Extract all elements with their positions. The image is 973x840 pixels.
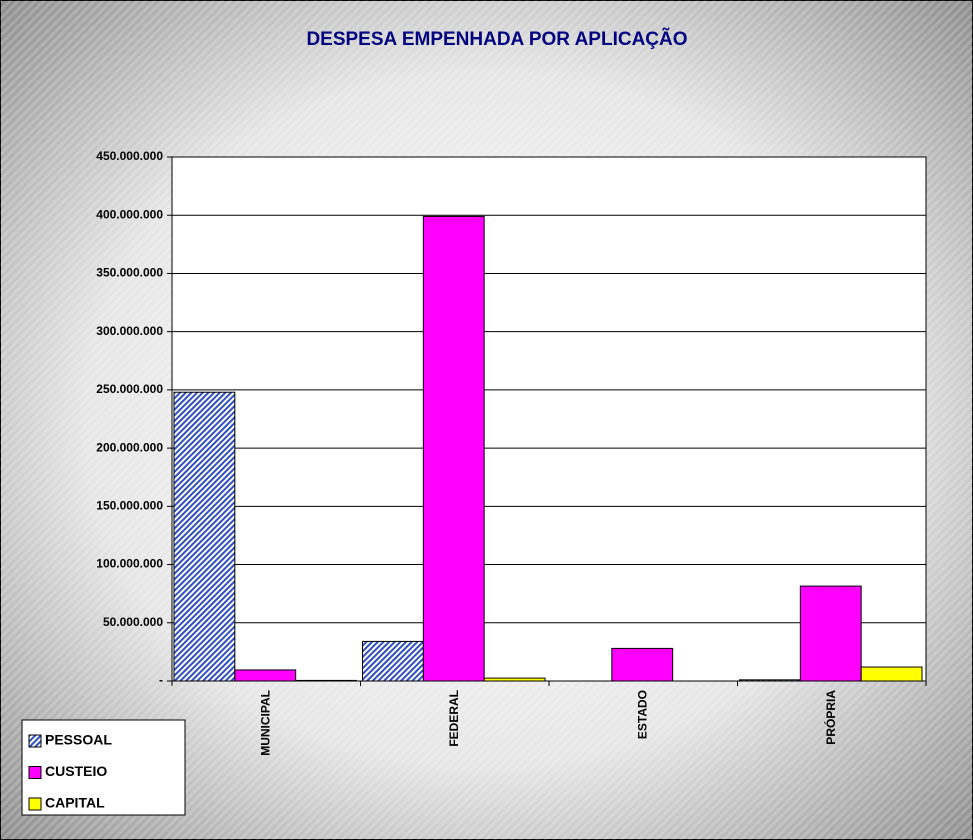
legend-box (21, 719, 186, 816)
legend: PESSOAL CUSTEIO CAPITAL (21, 719, 186, 816)
legend-swatch (28, 797, 42, 811)
y-tick-label: 350.000.000 (96, 266, 163, 280)
y-tick-label: - (159, 673, 163, 687)
bar (422, 215, 485, 682)
y-tick-label: 450.000.000 (96, 149, 163, 163)
x-tick-label: FEDERAL (447, 690, 461, 747)
y-tick-label: 200.000.000 (96, 440, 163, 454)
bar (860, 666, 923, 682)
chart-title: DESPESA EMPENHADA POR APLICAÇÃO (306, 28, 687, 50)
y-tick-label: 100.000.000 (96, 557, 163, 571)
y-tick-label: 150.000.000 (96, 499, 163, 513)
x-tick-label: PRÓPRIA (823, 690, 838, 745)
bar (362, 640, 424, 682)
x-tick-label: ESTADO (635, 690, 649, 739)
legend-swatch (28, 734, 42, 748)
plot-border (171, 156, 927, 682)
bar (173, 391, 236, 682)
x-tick-label: MUNICIPAL (258, 690, 272, 756)
legend-label: PESSOAL (45, 732, 112, 748)
bar (611, 647, 674, 682)
bar (799, 585, 862, 682)
bar (234, 669, 297, 682)
legend-swatch (28, 766, 42, 779)
plot: - 50.000.000 100.000.000 150.000.000 200.000… (21, 149, 927, 816)
y-tick-label: 300.000.000 (96, 324, 163, 338)
y-tick-label: 50.000.000 (103, 615, 163, 629)
y-tick-label: 250.000.000 (96, 382, 163, 396)
legend-label: CAPITAL (45, 795, 105, 811)
y-tick-label: 400.000.000 (96, 207, 163, 221)
legend-label: CUSTEIO (45, 763, 107, 779)
